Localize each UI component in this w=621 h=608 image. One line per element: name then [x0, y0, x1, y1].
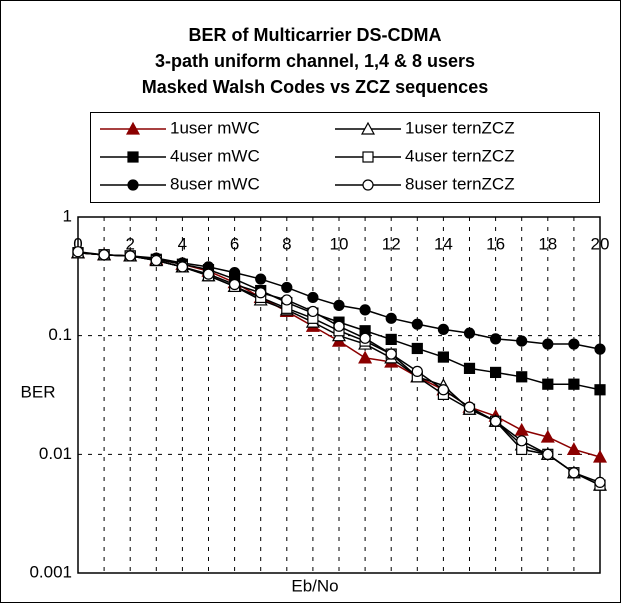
x-axis-label: Eb/No	[291, 576, 338, 595]
marker	[594, 343, 606, 355]
marker	[568, 378, 580, 390]
y-tick-label: 1	[63, 206, 72, 225]
marker	[281, 281, 293, 294]
chart-title: 3-path uniform channel, 1,4 & 8 users	[155, 51, 475, 71]
marker	[385, 312, 397, 324]
marker	[542, 338, 554, 350]
marker	[516, 435, 528, 447]
marker	[437, 351, 449, 363]
marker	[385, 348, 397, 360]
legend-label: 1user ternZCZ	[405, 118, 515, 137]
marker	[490, 366, 502, 379]
chart-title: BER of Multicarrier DS-CDMA	[188, 25, 441, 45]
marker	[176, 261, 188, 273]
marker	[542, 448, 554, 460]
marker	[463, 362, 476, 374]
legend-marker	[125, 121, 141, 135]
legend-label: 1user mWC	[170, 118, 260, 137]
marker	[540, 429, 555, 443]
y-tick-label: 0.1	[48, 325, 72, 344]
x-tick-label: 14	[434, 234, 453, 253]
marker	[463, 401, 476, 413]
x-tick-label: 16	[486, 234, 505, 253]
x-tick-label: 2	[125, 234, 134, 253]
marker	[333, 299, 345, 311]
marker	[202, 268, 215, 280]
marker	[437, 384, 449, 396]
x-tick-label: 4	[178, 234, 187, 253]
legend-marker	[127, 179, 139, 191]
x-tick-label: 8	[282, 234, 291, 253]
marker	[124, 250, 136, 262]
marker	[594, 476, 606, 489]
legend-marker	[362, 179, 374, 191]
marker	[592, 449, 608, 463]
marker	[359, 332, 371, 344]
legend-label: 8user ternZCZ	[405, 174, 515, 193]
marker	[542, 378, 554, 390]
marker	[463, 327, 476, 339]
chart-title: Masked Walsh Codes vs ZCZ sequences	[142, 77, 488, 97]
marker	[514, 422, 529, 436]
marker	[490, 415, 502, 427]
marker	[255, 273, 267, 285]
legend-marker	[127, 151, 139, 163]
marker	[568, 338, 580, 350]
marker	[98, 249, 110, 261]
marker	[385, 333, 397, 346]
marker	[281, 294, 293, 306]
x-tick-label: 12	[382, 234, 401, 253]
marker	[516, 335, 528, 347]
marker	[516, 371, 528, 383]
x-tick-label: 18	[538, 234, 557, 253]
marker	[437, 323, 449, 335]
x-tick-label: 10	[330, 234, 349, 253]
marker	[411, 365, 423, 377]
marker	[594, 384, 606, 396]
marker	[568, 467, 580, 479]
marker	[358, 350, 373, 364]
x-tick-label: 6	[230, 234, 239, 253]
marker	[150, 254, 162, 267]
marker	[411, 318, 423, 330]
y-tick-label: 0.001	[29, 562, 72, 581]
marker	[490, 333, 502, 345]
marker	[229, 278, 241, 291]
marker	[72, 246, 84, 258]
marker	[255, 287, 267, 299]
marker	[411, 342, 423, 355]
marker	[229, 266, 241, 279]
legend-marker	[360, 121, 376, 135]
legend-label: 4user mWC	[170, 146, 260, 165]
plot-area	[78, 217, 600, 573]
legend-label: 8user mWC	[170, 174, 260, 193]
legend-label: 4user ternZCZ	[405, 146, 515, 165]
marker	[307, 305, 319, 318]
marker	[566, 442, 581, 456]
marker	[359, 304, 371, 316]
y-tick-label: 0.01	[39, 444, 72, 463]
marker	[307, 291, 319, 304]
y-axis-label: BER	[21, 382, 56, 401]
marker	[333, 320, 345, 332]
legend-marker	[362, 151, 374, 163]
